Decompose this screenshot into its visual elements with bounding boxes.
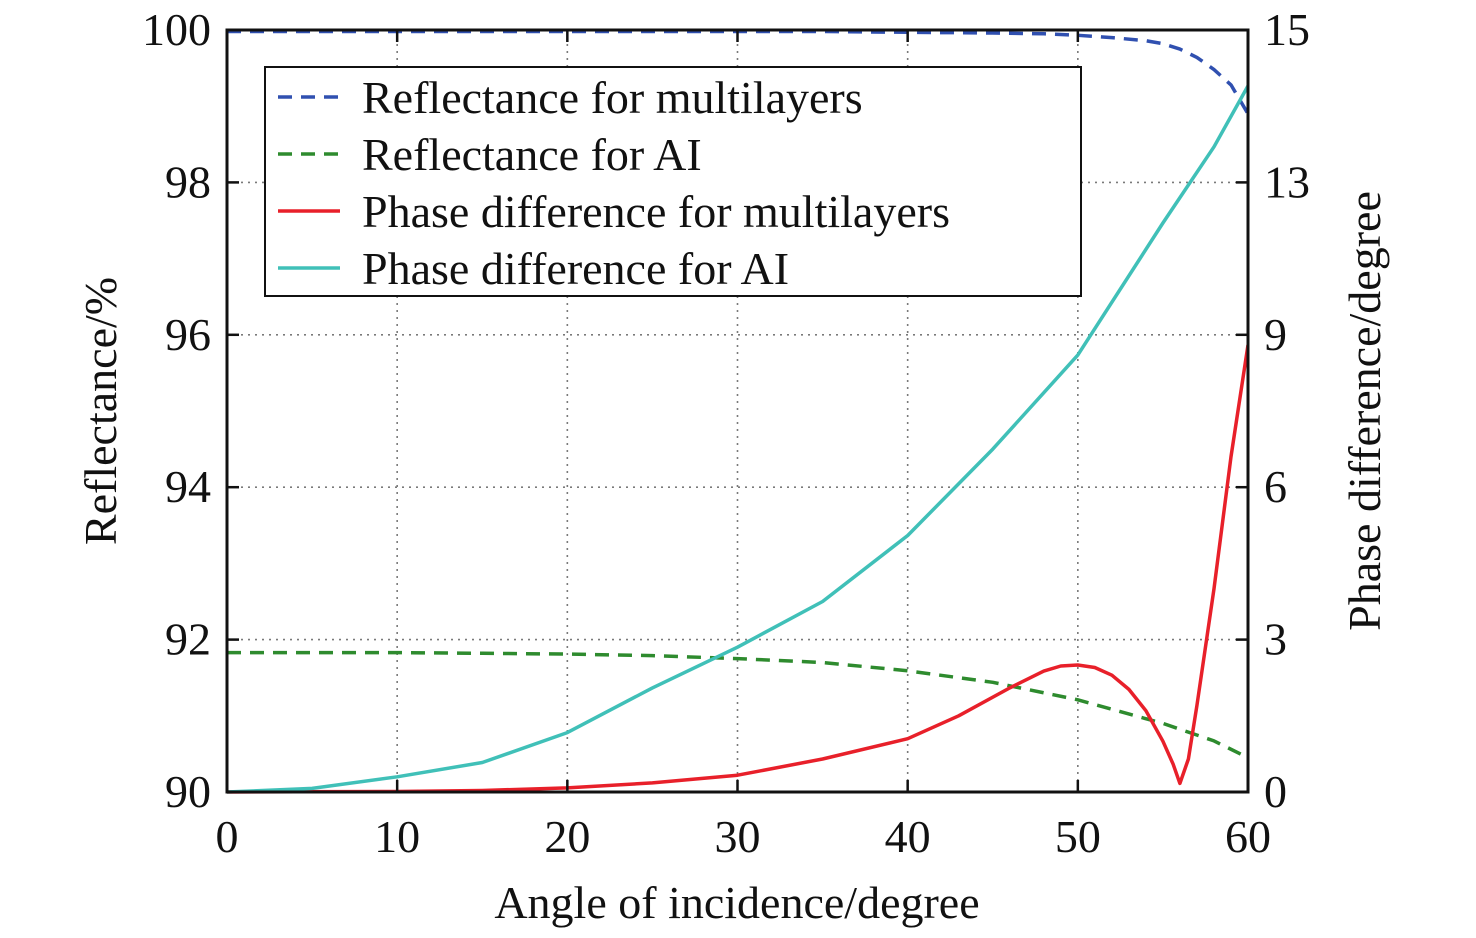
- legend-label-2: Reflectance for AI: [362, 129, 702, 180]
- y-axis-right-title: Phase difference/degree: [1339, 191, 1390, 631]
- y-left-tick-label: 92: [165, 614, 211, 665]
- y-left-tick-label: 90: [165, 766, 211, 817]
- y-axis-left-title: Reflectance/%: [75, 277, 126, 545]
- legend-box: [264, 66, 1082, 297]
- legend: Reflectance for multilayers Reflectance f…: [264, 66, 1082, 297]
- y-left-tick-label: 98: [165, 156, 211, 207]
- x-tick-label: 40: [885, 811, 931, 862]
- y-right-tick-label: 6: [1264, 461, 1287, 512]
- series-line-1: [227, 29, 1248, 115]
- x-axis-title: Angle of incidence/degree: [494, 877, 979, 928]
- x-tick-label: 0: [216, 811, 239, 862]
- x-tick-label: 30: [715, 811, 761, 862]
- legend-label-1: Reflectance for multilayers: [362, 72, 863, 123]
- y-right-tick-label: 15: [1264, 4, 1310, 55]
- series-layer: [227, 29, 1248, 794]
- tick-layer: 0 10 20 30 40 50 60 90 92 94 96 98 100 0 3 6 9 13 15: [142, 4, 1310, 862]
- x-tick-label: 20: [544, 811, 590, 862]
- y-right-tick-label: 13: [1264, 156, 1310, 207]
- y-left-tick-label: 96: [165, 309, 211, 360]
- x-tick-label: 50: [1055, 811, 1101, 862]
- y-left-tick-label: 100: [142, 4, 211, 55]
- legend-label-3: Phase difference for multilayers: [362, 186, 950, 237]
- y-right-tick-label: 3: [1264, 614, 1287, 665]
- x-tick-label: 60: [1225, 811, 1271, 862]
- series-line-4: [227, 85, 1248, 794]
- y-right-tick-label: 9: [1264, 309, 1287, 360]
- legend-label-4: Phase difference for AI: [362, 243, 789, 294]
- legend-items: Reflectance for multilayers Reflectance f…: [278, 72, 950, 294]
- y-right-tick-label: 0: [1264, 766, 1287, 817]
- x-tick-label: 10: [374, 811, 420, 862]
- series-line-2: [227, 650, 1248, 760]
- y-left-tick-label: 94: [165, 461, 211, 512]
- series-line-3: [227, 344, 1248, 794]
